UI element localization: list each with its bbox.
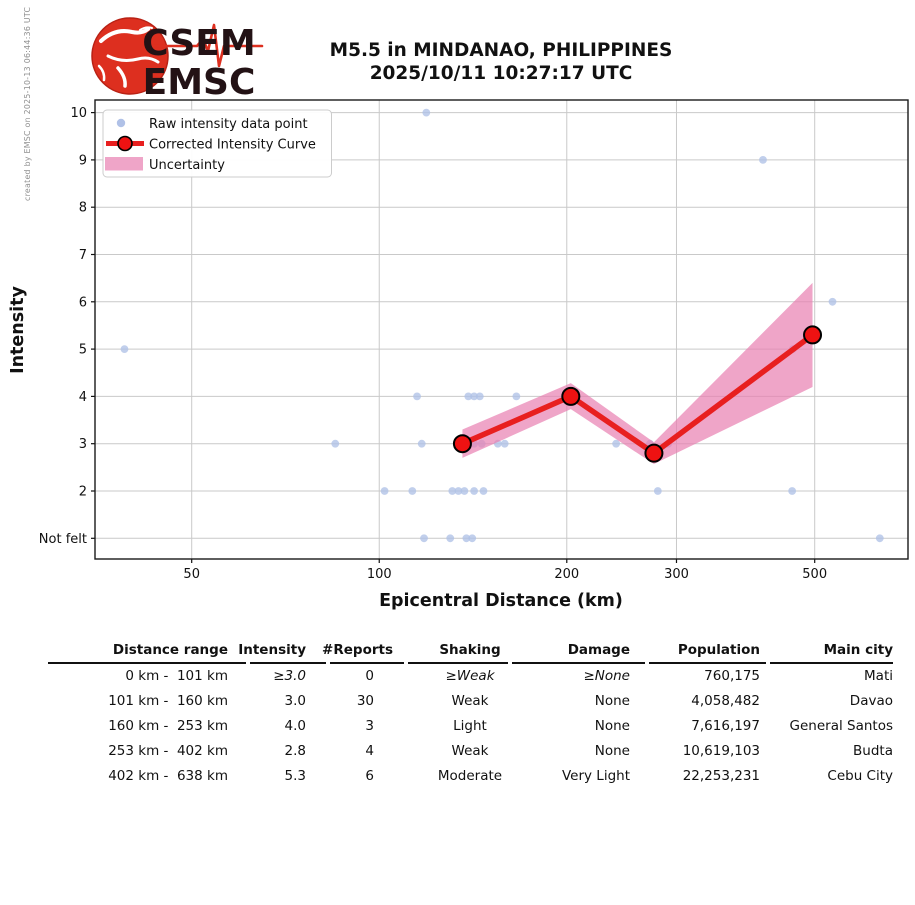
legend: Raw intensity data point Corrected Inten… xyxy=(102,109,332,178)
y-tick-label: 4 xyxy=(79,390,87,405)
raw-point xyxy=(417,439,426,448)
raw-point xyxy=(380,487,389,495)
raw-point xyxy=(413,392,421,401)
curve-marker xyxy=(452,434,472,454)
raw-point xyxy=(875,534,884,543)
raw-point xyxy=(422,108,431,117)
raw-point xyxy=(462,534,471,543)
raw-point xyxy=(470,392,479,401)
y-tick-label: 5 xyxy=(79,343,87,358)
x-tick-label: 50 xyxy=(183,567,200,582)
corrected-curve-markers xyxy=(452,325,823,463)
legend-curve-marker-icon xyxy=(117,135,133,152)
curve-marker xyxy=(644,443,664,463)
y-tick-label: 8 xyxy=(79,201,87,216)
raw-point xyxy=(331,439,340,448)
logo-globe-map-lines xyxy=(97,26,160,88)
logo-globe-icon xyxy=(91,17,169,95)
y-tick-label: Not felt xyxy=(39,532,87,547)
raw-point xyxy=(420,534,428,543)
curve-marker xyxy=(803,325,823,345)
legend-uncertainty-label: Uncertainty xyxy=(149,158,225,173)
y-tick-label: 7 xyxy=(79,248,87,263)
y-tick-label: 3 xyxy=(79,437,87,452)
uncertainty-band xyxy=(462,282,813,465)
chart-title-line2: 2025/10/11 10:27:17 UTC xyxy=(370,63,633,84)
raw-point xyxy=(448,487,457,495)
x-tick-label: 500 xyxy=(802,567,827,582)
raw-point xyxy=(788,487,797,495)
raw-point xyxy=(470,487,479,495)
plot-area: 50 100 200 300 500 Not felt 2 3 4 5 6 7 8 9 10 xyxy=(39,100,908,582)
y-tick-label: 6 xyxy=(79,295,87,310)
logo-text-csem: CSEM xyxy=(142,23,255,64)
legend-curve-label: Corrected Intensity Curve xyxy=(149,138,316,153)
axis-tick-labels: 50 100 200 300 500 Not felt 2 3 4 5 6 7 8 9 10 xyxy=(39,106,827,582)
curve-marker xyxy=(561,386,581,406)
raw-point xyxy=(460,487,469,495)
corrected-intensity-curve xyxy=(459,332,816,456)
emsc-logo: CSEM EMSC xyxy=(91,17,264,103)
raw-point xyxy=(475,392,484,401)
raw-point xyxy=(464,392,473,401)
chart-title-line1: M5.5 in MINDANAO, PHILIPPINES xyxy=(330,40,673,61)
x-tick-label: 100 xyxy=(367,567,392,582)
logo-seismogram-icon xyxy=(148,23,264,68)
y-tick-label: 2 xyxy=(79,485,87,500)
raw-point xyxy=(759,156,767,164)
raw-point xyxy=(500,439,509,448)
plot-frame xyxy=(94,99,909,560)
y-tick-label: 9 xyxy=(79,153,87,168)
axis-ticks xyxy=(91,111,816,563)
raw-point xyxy=(454,487,463,495)
legend-uncertainty-icon xyxy=(105,157,143,171)
raw-point xyxy=(479,487,488,495)
legend-raw-point-label: Raw intensity data point xyxy=(149,117,308,132)
raw-point xyxy=(612,439,621,448)
raw-point xyxy=(468,534,477,543)
legend-box xyxy=(102,109,332,178)
x-tick-label: 200 xyxy=(554,567,579,582)
x-tick-label: 300 xyxy=(664,567,689,582)
raw-point xyxy=(828,297,837,306)
y-axis-label: Intensity xyxy=(8,285,28,373)
raw-point xyxy=(446,534,455,543)
legend-raw-point-icon xyxy=(116,118,126,128)
raw-point xyxy=(653,487,662,495)
raw-point xyxy=(512,392,521,401)
y-tick-label: 10 xyxy=(70,106,87,121)
raw-point xyxy=(408,487,417,495)
x-axis-label: Epicentral Distance (km) xyxy=(379,591,623,611)
created-by-watermark: created by EMSC on 2025-10-13 06:44:36 U… xyxy=(23,6,32,201)
logo-text-emsc: EMSC xyxy=(143,62,256,103)
raw-point xyxy=(120,345,129,353)
